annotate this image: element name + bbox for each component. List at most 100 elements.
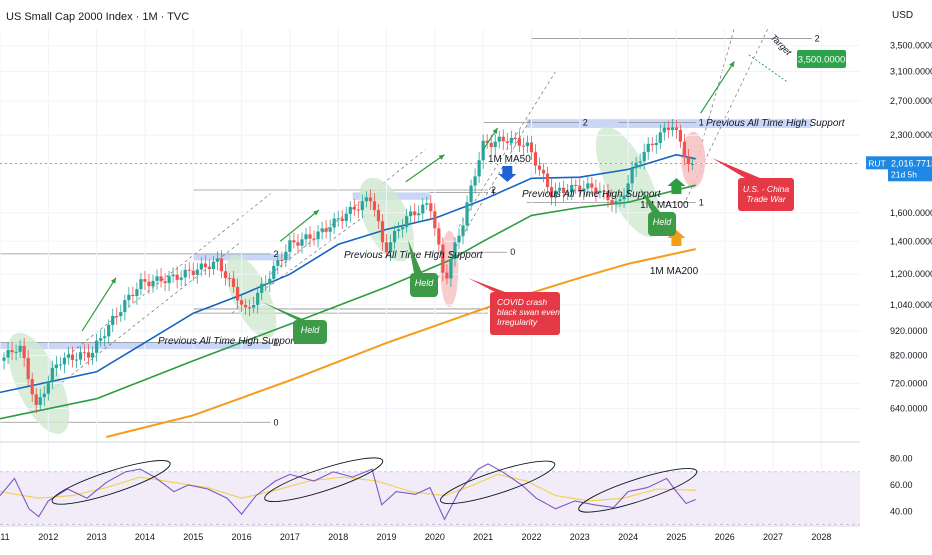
candle-body	[54, 364, 58, 368]
candle-body	[179, 277, 183, 280]
time-tick-label: 2017	[280, 532, 300, 542]
fib-level-label: 2	[274, 249, 279, 259]
candle-body	[155, 276, 159, 281]
price-tick-label: 1,040.0000	[890, 300, 932, 310]
candle-body	[586, 183, 590, 189]
candle-body	[614, 201, 618, 205]
candle-body	[231, 278, 236, 287]
candle-body	[413, 211, 417, 216]
resistance-zone	[0, 342, 271, 350]
candle-body	[163, 281, 167, 284]
candle-body	[481, 140, 485, 161]
ma200-label: 1M MA200	[650, 266, 699, 277]
candle-body	[513, 137, 517, 139]
candle-body	[453, 242, 457, 260]
candle-body	[127, 294, 131, 301]
candle-body	[497, 136, 501, 142]
candle-body	[489, 142, 493, 148]
candle-body	[328, 227, 332, 232]
candle-body	[131, 294, 135, 297]
candle-body	[6, 350, 10, 358]
trade-war-note-text: Trade War	[746, 194, 787, 204]
candle-body	[187, 269, 191, 271]
candle-body	[368, 197, 373, 202]
candle-body	[396, 229, 401, 231]
candle-body	[372, 201, 377, 210]
candle-body	[352, 206, 356, 210]
candle-body	[99, 338, 103, 341]
candle-body	[417, 213, 421, 216]
candle-body	[276, 259, 280, 266]
time-tick-label: 2011	[0, 532, 10, 542]
candle-body	[10, 350, 14, 353]
rsi-tick-label: 80.00	[890, 454, 913, 464]
candle-body	[147, 281, 151, 287]
candle-body	[175, 274, 179, 280]
rsi-cycle-ellipse	[440, 460, 556, 505]
candle-body	[18, 345, 22, 352]
candle-body	[473, 176, 477, 186]
candle-body	[219, 258, 224, 272]
candle-body	[312, 238, 316, 240]
candle-body	[376, 209, 381, 222]
candle-body	[223, 271, 228, 279]
fib-level-label: 1	[274, 337, 279, 347]
candle-body	[606, 190, 610, 201]
candle-body	[525, 142, 530, 147]
candle-body	[288, 240, 292, 252]
candle-body	[252, 304, 256, 308]
candle-body	[505, 141, 509, 143]
time-tick-label: 2023	[570, 532, 590, 542]
rsi-band	[0, 471, 860, 525]
candle-body	[670, 127, 674, 131]
rsi-cycle-ellipse	[264, 457, 384, 502]
candle-body	[521, 145, 526, 147]
channel-line	[67, 193, 271, 356]
candle-body	[594, 187, 598, 194]
ma200-line	[106, 248, 696, 438]
candle-body	[243, 304, 248, 308]
candle-body	[38, 397, 42, 405]
trend-arrow-head	[492, 127, 498, 134]
covid-pointer	[468, 278, 505, 292]
held-bubble-pointer	[408, 240, 422, 273]
candle-body	[207, 267, 211, 270]
price-badge-text: 2,016.7713	[891, 158, 932, 168]
time-tick-label: 2019	[377, 532, 397, 542]
candle-body	[465, 202, 469, 226]
candle-body	[529, 142, 534, 153]
fib-level-label: 1	[699, 197, 704, 207]
candle-body	[380, 221, 385, 243]
candle-body	[545, 173, 550, 188]
time-tick-label: 2016	[232, 532, 252, 542]
time-tick-label: 2027	[763, 532, 783, 542]
held-bubble	[293, 320, 327, 344]
candle-body	[433, 211, 437, 229]
covid-note-text: COVID crash	[497, 297, 547, 307]
resistance-zone	[526, 119, 812, 128]
candle-body	[2, 357, 6, 361]
candle-body	[493, 141, 497, 148]
price-tick-label: 920.0000	[890, 326, 928, 336]
time-tick-label: 2015	[183, 532, 203, 542]
candle-body	[336, 218, 340, 220]
candle-body	[574, 184, 578, 186]
candle-body	[509, 137, 513, 143]
candle-body	[388, 242, 393, 253]
axis-layer: 3,500.0000 3,100.0000 2,700.0000 2,300.0000…	[0, 41, 932, 542]
candle-body	[356, 209, 360, 211]
candle-body	[119, 312, 123, 317]
candle-body	[401, 227, 405, 230]
candle-body	[485, 140, 489, 143]
rsi-layer	[0, 457, 860, 525]
candle-body	[70, 354, 75, 360]
candle-body	[183, 269, 187, 278]
rsi-tick-label: 40.00	[890, 506, 913, 516]
candle-body	[457, 235, 461, 243]
candle-body	[602, 190, 606, 192]
candle-body	[284, 251, 288, 261]
candle-body	[26, 358, 30, 380]
annotation-layer: 1M MA50 1M MA100 1M MA200 Previous All Time…	[81, 32, 846, 347]
